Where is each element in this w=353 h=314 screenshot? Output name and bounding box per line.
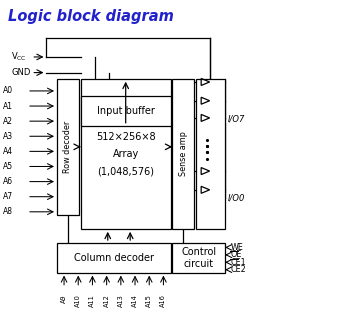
Text: GND: GND — [11, 68, 31, 77]
Text: Logic block diagram: Logic block diagram — [8, 8, 174, 24]
FancyBboxPatch shape — [81, 79, 170, 229]
Text: A14: A14 — [132, 294, 138, 307]
Text: A5: A5 — [2, 162, 13, 171]
Text: A4: A4 — [2, 147, 13, 156]
Text: Input buffer: Input buffer — [97, 106, 155, 116]
Text: 512×256×8: 512×256×8 — [96, 132, 156, 142]
Text: A0: A0 — [2, 86, 13, 95]
Text: A2: A2 — [2, 117, 12, 126]
Text: I/O7: I/O7 — [227, 115, 245, 124]
Text: V$_{\rm CC}$: V$_{\rm CC}$ — [11, 51, 27, 63]
Text: A3: A3 — [2, 132, 13, 141]
FancyBboxPatch shape — [81, 96, 170, 126]
Text: A12: A12 — [104, 294, 110, 307]
Text: CE2: CE2 — [230, 265, 246, 274]
Text: I/O0: I/O0 — [227, 193, 245, 202]
FancyBboxPatch shape — [172, 79, 194, 229]
Text: Control
circuit: Control circuit — [181, 247, 216, 268]
Text: WE: WE — [230, 243, 243, 252]
Text: Sense amp: Sense amp — [179, 132, 188, 176]
Text: Column decoder: Column decoder — [74, 253, 154, 263]
Text: A10: A10 — [75, 294, 81, 307]
Text: A13: A13 — [118, 294, 124, 307]
Text: A8: A8 — [2, 207, 12, 216]
Text: OE: OE — [230, 250, 242, 259]
Text: CE1: CE1 — [230, 258, 246, 267]
Text: A11: A11 — [89, 294, 95, 307]
Text: A15: A15 — [146, 294, 152, 307]
FancyBboxPatch shape — [57, 243, 170, 273]
FancyBboxPatch shape — [196, 79, 225, 229]
FancyBboxPatch shape — [172, 243, 225, 273]
FancyBboxPatch shape — [57, 79, 79, 215]
Text: A7: A7 — [2, 192, 13, 201]
Text: A1: A1 — [2, 101, 12, 111]
Text: A6: A6 — [2, 177, 13, 186]
Text: A9: A9 — [61, 294, 67, 303]
Text: Row decoder: Row decoder — [63, 121, 72, 173]
Text: A16: A16 — [160, 294, 166, 307]
Text: Array: Array — [113, 149, 139, 159]
Text: (1,048,576): (1,048,576) — [97, 166, 154, 176]
